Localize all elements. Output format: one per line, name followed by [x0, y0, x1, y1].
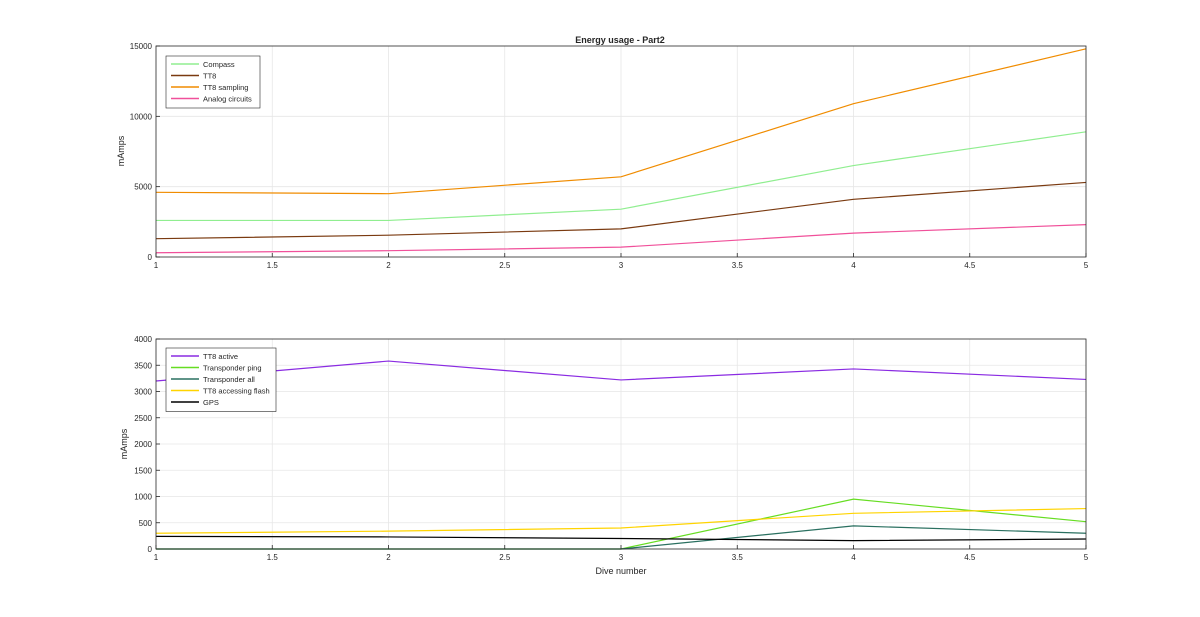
bottom-chart-x-axis: 1 1.5 2 2.5 3 3.5 4 4.5 5 — [154, 545, 1089, 562]
x-tick-label: 3 — [619, 261, 624, 270]
y-tick-label: 1500 — [134, 466, 152, 475]
x-tick-label: 1 — [154, 553, 159, 562]
legend-label-gps: GPS — [203, 398, 219, 407]
series-line-tt8-active — [155, 360, 1087, 382]
series-line-tt8 — [155, 181, 1087, 240]
bottom-chart: 1 1.5 2 2.5 3 3.5 4 4.5 5 0 500 1000 1500 2000 2500 30… — [119, 335, 1089, 576]
y-tick-label: 4000 — [134, 335, 152, 344]
bottom-chart-legend: TT8 active Transponder ping Transponder al… — [165, 347, 277, 412]
x-tick-label: 1.5 — [267, 553, 279, 562]
y-tick-label: 2000 — [134, 440, 152, 449]
top-chart-series — [155, 48, 1087, 254]
legend-label-transponder-ping: Transponder ping — [203, 364, 262, 373]
bottom-chart-grid — [156, 339, 1086, 549]
y-tick-label: 15000 — [130, 42, 153, 51]
top-chart-grid — [156, 46, 1086, 257]
y-tick-label: 1000 — [134, 493, 152, 502]
series-line-tt8-accessing-flash — [155, 507, 1087, 534]
bottom-chart-x-label: Dive number — [595, 566, 646, 576]
x-tick-label: 3.5 — [732, 261, 744, 270]
legend-label-tt8-sampling: TT8 sampling — [203, 83, 248, 92]
legend-label-tt8-active: TT8 active — [203, 352, 238, 361]
series-line-tt8-sampling — [155, 48, 1087, 195]
top-chart-title: Energy usage - Part2 — [575, 35, 665, 45]
x-tick-label: 4 — [851, 261, 856, 270]
x-tick-label: 5 — [1084, 553, 1089, 562]
y-tick-label: 0 — [148, 545, 153, 554]
y-tick-label: 10000 — [130, 112, 153, 121]
x-tick-label: 2.5 — [499, 261, 511, 270]
x-tick-label: 2.5 — [499, 553, 511, 562]
legend-label-analog-circuits: Analog circuits — [203, 95, 252, 104]
series-line-gps — [155, 535, 1087, 542]
top-chart-y-axis: 0 5000 10000 15000 — [130, 42, 160, 262]
top-chart-x-axis: 1 1.5 2 2.5 3 3.5 4 4.5 5 — [154, 253, 1089, 270]
y-tick-label: 5000 — [134, 183, 152, 192]
legend-label-transponder-all: Transponder all — [203, 375, 255, 384]
series-line-compass — [156, 131, 1087, 222]
x-tick-label: 3 — [619, 553, 624, 562]
legend-label-tt8: TT8 — [203, 72, 216, 81]
legend-label-tt8-accessing-flash: TT8 accessing flash — [203, 387, 270, 396]
bottom-chart-y-axis: 0 500 1000 1500 2000 2500 3000 3500 4000 — [134, 335, 160, 554]
y-tick-label: 500 — [139, 519, 153, 528]
y-tick-label: 3000 — [134, 388, 152, 397]
x-tick-label: 2 — [386, 553, 391, 562]
top-chart-y-label: mAmps — [116, 135, 126, 166]
x-tick-label: 5 — [1084, 261, 1089, 270]
x-tick-label: 3.5 — [732, 553, 744, 562]
y-tick-label: 3500 — [134, 361, 152, 370]
x-tick-label: 1 — [154, 261, 159, 270]
top-chart-legend: Compass TT8 TT8 sampling Analog circuits — [165, 55, 261, 109]
legend-label-compass: Compass — [203, 60, 235, 69]
x-tick-label: 1.5 — [267, 261, 279, 270]
y-tick-label: 2500 — [134, 414, 152, 423]
x-tick-label: 2 — [386, 261, 391, 270]
x-tick-label: 4 — [851, 553, 856, 562]
legend-box — [165, 347, 277, 412]
bottom-chart-y-label: mAmps — [119, 428, 129, 459]
x-tick-label: 4.5 — [964, 553, 976, 562]
series-line-analog-circuits — [155, 224, 1087, 254]
x-tick-label: 4.5 — [964, 261, 976, 270]
top-chart: Energy usage - Part2 1 1.5 2 2.5 3 3.5 4 4.5 5 0… — [116, 35, 1089, 270]
y-tick-label: 0 — [148, 253, 153, 262]
